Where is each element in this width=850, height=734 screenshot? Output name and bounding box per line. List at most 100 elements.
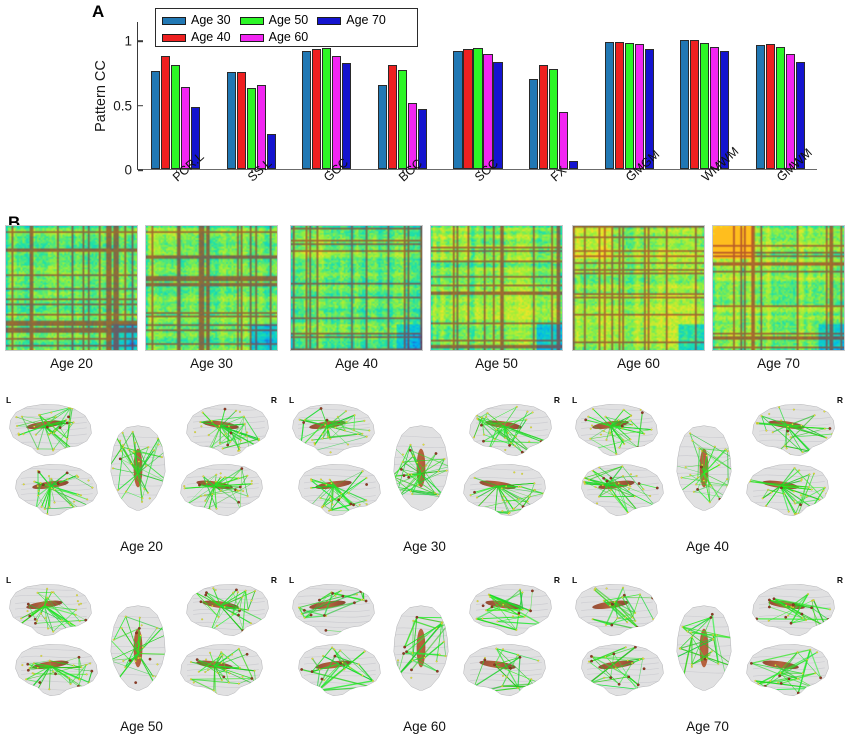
brain-view-right-medial [742, 460, 834, 522]
bar [453, 50, 463, 169]
x-tick-mark [402, 169, 404, 173]
brain-view-left-lateral [287, 400, 379, 462]
y-tick-mark [138, 169, 143, 171]
brain-view-right-lateral [748, 580, 840, 642]
legend-label: Age 50 [268, 13, 309, 28]
bar [755, 45, 765, 169]
x-tick-mark [780, 169, 782, 173]
legend-swatch [317, 16, 342, 25]
brain-view-axial [381, 602, 461, 694]
panel-b-connectivity-matrices: B Age 20 Age 30 Age 40 Age 50 Age 60 Age 70 [0, 205, 850, 385]
matrix-cell: Age 40 [290, 225, 423, 371]
bar [558, 112, 569, 169]
connectivity-matrix [5, 225, 138, 351]
brain-view-left-lateral [4, 580, 96, 642]
y-axis-label: Pattern CC [93, 60, 109, 132]
bar [765, 44, 775, 169]
bar-group [755, 22, 805, 169]
brain-view-right-medial [742, 640, 834, 702]
brain-view-right-lateral [182, 580, 274, 642]
brain-connectome-block: LRAge 70 [566, 572, 849, 734]
bar [785, 54, 795, 169]
brain-connectome-block: LRAge 40 [566, 392, 849, 554]
bar [604, 41, 614, 169]
bar [538, 64, 549, 169]
bar-group [377, 22, 428, 169]
x-tick-mark [326, 169, 329, 173]
legend-label: Age 70 [346, 13, 386, 28]
bar-group [302, 22, 352, 169]
legend-row: Age 30 Age 50 Age 70 [162, 12, 412, 29]
bar-group [151, 22, 201, 169]
brain-view-right-lateral [465, 400, 557, 462]
brain-view-left-medial [293, 640, 385, 702]
x-tick-mark [629, 169, 631, 173]
matrix-cell: Age 20 [5, 225, 138, 371]
bar [614, 41, 624, 169]
bar [775, 46, 785, 169]
bar [644, 49, 654, 169]
x-tick-mark [478, 169, 480, 173]
brain-view-group [283, 580, 566, 708]
brain-block-label: Age 20 [120, 539, 163, 554]
y-tick-label: 1 [124, 33, 132, 49]
legend-row: Age 40 Age 60 [162, 29, 412, 46]
brain-view-right-lateral [182, 400, 274, 462]
legend-item: Age 70 [317, 14, 386, 27]
bar [700, 42, 710, 169]
brain-view-axial [98, 422, 178, 514]
brain-view-group [283, 400, 566, 528]
panel-a-letter: A [92, 2, 105, 21]
connectivity-matrix [572, 225, 705, 351]
legend-label: Age 60 [268, 30, 309, 45]
bar [236, 72, 246, 169]
chart-legend: Age 30 Age 50 Age 70 Age 40 Age 60 [155, 8, 418, 47]
brain-connectome-block: LRAge 60 [283, 572, 566, 734]
brain-view-left-lateral [570, 580, 662, 642]
brain-view-left-medial [576, 640, 668, 702]
bar [151, 71, 161, 169]
bar [568, 161, 579, 169]
connectivity-matrix [430, 225, 563, 351]
brain-view-left-medial [576, 460, 668, 522]
brain-view-left-lateral [287, 580, 379, 642]
brain-view-right-lateral [748, 400, 840, 462]
brain-view-group [566, 580, 849, 708]
brain-view-group [0, 400, 283, 528]
brain-view-right-medial [176, 640, 268, 702]
legend-swatch [239, 16, 264, 25]
matrix-label: Age 40 [335, 356, 378, 371]
y-tick-label: 0.5 [113, 98, 132, 114]
bar [417, 108, 428, 169]
bar [397, 69, 408, 169]
y-tick-mark [138, 40, 143, 43]
bar [246, 87, 256, 169]
bar [493, 62, 503, 169]
bar-chart-plot-area: 0 0.5 1 PCR.L SS.L GCC BCC SCC FX GMGM WMWM GMWM [113, 22, 817, 184]
connectivity-matrix [712, 225, 845, 351]
brain-view-left-medial [10, 640, 102, 702]
bar [312, 49, 322, 169]
y-tick-label: 0 [124, 162, 132, 178]
legend-swatch [239, 33, 264, 42]
bar [690, 40, 700, 169]
brain-view-left-lateral [570, 400, 662, 462]
connectivity-matrix [145, 225, 278, 351]
brain-view-axial [381, 422, 461, 514]
bar [407, 103, 418, 169]
brain-view-group [0, 580, 283, 708]
bar [473, 48, 483, 169]
brain-view-left-medial [10, 460, 102, 522]
x-tick-mark [175, 169, 178, 173]
bar [171, 64, 181, 169]
bar [302, 50, 312, 169]
matrix-label: Age 60 [617, 356, 660, 371]
brain-view-axial [98, 602, 178, 694]
x-tick-mark [251, 169, 253, 173]
bar [624, 42, 634, 169]
brain-view-left-lateral [4, 400, 96, 462]
brain-connectome-block: LRAge 50 [0, 572, 283, 734]
bar [387, 64, 398, 169]
bar [710, 46, 720, 169]
legend-swatch [162, 16, 186, 25]
